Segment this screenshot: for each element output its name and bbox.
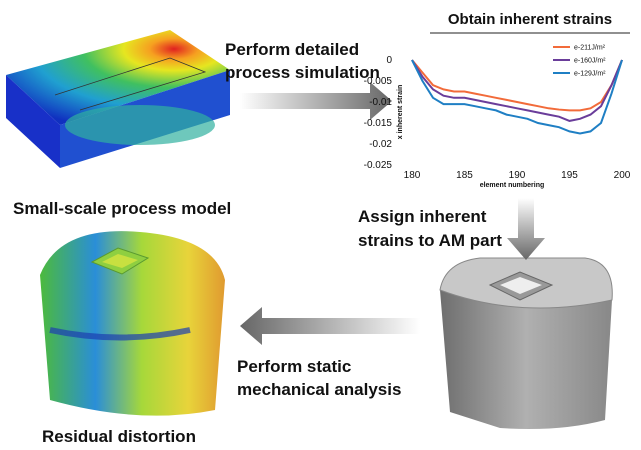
y-tick-label: 0 <box>386 55 392 66</box>
am-part-image <box>439 257 613 429</box>
x-tick-label: 200 <box>614 170 631 181</box>
residual-distortion-image <box>40 231 225 416</box>
x-tick-label: 185 <box>456 170 473 181</box>
x-axis-title: element numbering <box>480 182 545 189</box>
arrow-down <box>507 198 545 260</box>
arrow-right <box>240 82 392 120</box>
step-label: Assign inherent <box>358 207 487 226</box>
x-tick-label: 180 <box>404 170 421 181</box>
series-line <box>411 59 623 135</box>
series-line <box>411 59 623 112</box>
step-label: process simulation <box>225 63 380 82</box>
y-tick-label: -0.025 <box>364 160 393 171</box>
step-label: mechanical analysis <box>237 380 401 399</box>
legend-label: e-160J/m² <box>574 58 606 65</box>
step-label: Perform static <box>237 357 351 376</box>
y-tick-label: -0.02 <box>369 139 392 150</box>
process-model-image <box>6 30 230 168</box>
y-tick-label: -0.015 <box>364 118 393 129</box>
chart-title: Obtain inherent strains <box>448 11 612 28</box>
step-label: Small-scale process model <box>13 199 231 218</box>
x-tick-label: 195 <box>561 170 578 181</box>
legend-label: e-129J/m² <box>574 71 606 78</box>
legend-label: e-211J/m² <box>574 45 606 52</box>
step-label: strains to AM part <box>358 231 502 250</box>
step-label: Residual distortion <box>42 427 196 446</box>
y-axis-title: x inherent strain <box>397 85 404 139</box>
x-tick-label: 190 <box>509 170 526 181</box>
y-tick-label: -0.005 <box>364 76 393 87</box>
chart: Obtain inherent strains x inherent strai… <box>364 11 631 189</box>
arrow-left <box>240 307 420 345</box>
series-line <box>411 59 623 122</box>
step-label: Perform detailed <box>225 40 359 59</box>
y-tick-label: -0.01 <box>369 97 392 108</box>
